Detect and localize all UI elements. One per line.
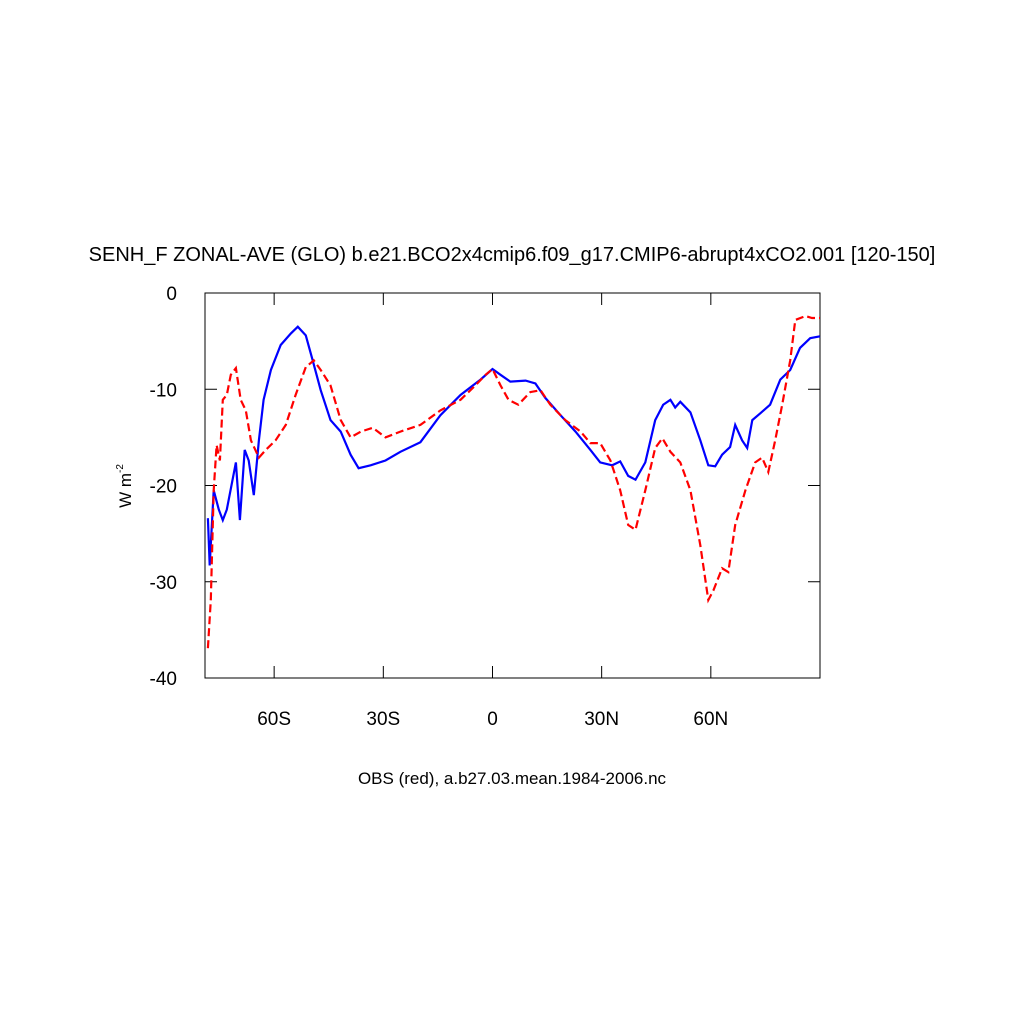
x-tick-label: 30N — [584, 709, 619, 730]
y-tick-label: -20 — [150, 477, 177, 498]
y-tick-label: 0 — [166, 284, 177, 305]
series-line — [206, 314, 820, 649]
series-line — [206, 325, 821, 566]
y-tick-label: -10 — [150, 380, 177, 401]
x-tick-label: 0 — [487, 709, 498, 730]
y-axis-label-sup: -2 — [115, 464, 126, 473]
chart-title: SENH_F ZONAL-AVE (GLO) b.e21.BCO2x4cmip6… — [89, 244, 936, 266]
plot-frame — [204, 292, 821, 679]
y-tick-label: -40 — [150, 669, 177, 690]
y-tick-label: -30 — [150, 573, 177, 594]
chart-subtitle: OBS (red), a.b27.03.mean.1984-2006.nc — [358, 769, 667, 788]
y-axis-label: W m-2 — [115, 464, 135, 508]
x-tick-label: 60S — [257, 709, 291, 730]
x-tick-label: 60N — [693, 709, 728, 730]
x-tick-label: 30S — [366, 709, 400, 730]
y-axis-label-main: W m — [116, 473, 135, 508]
